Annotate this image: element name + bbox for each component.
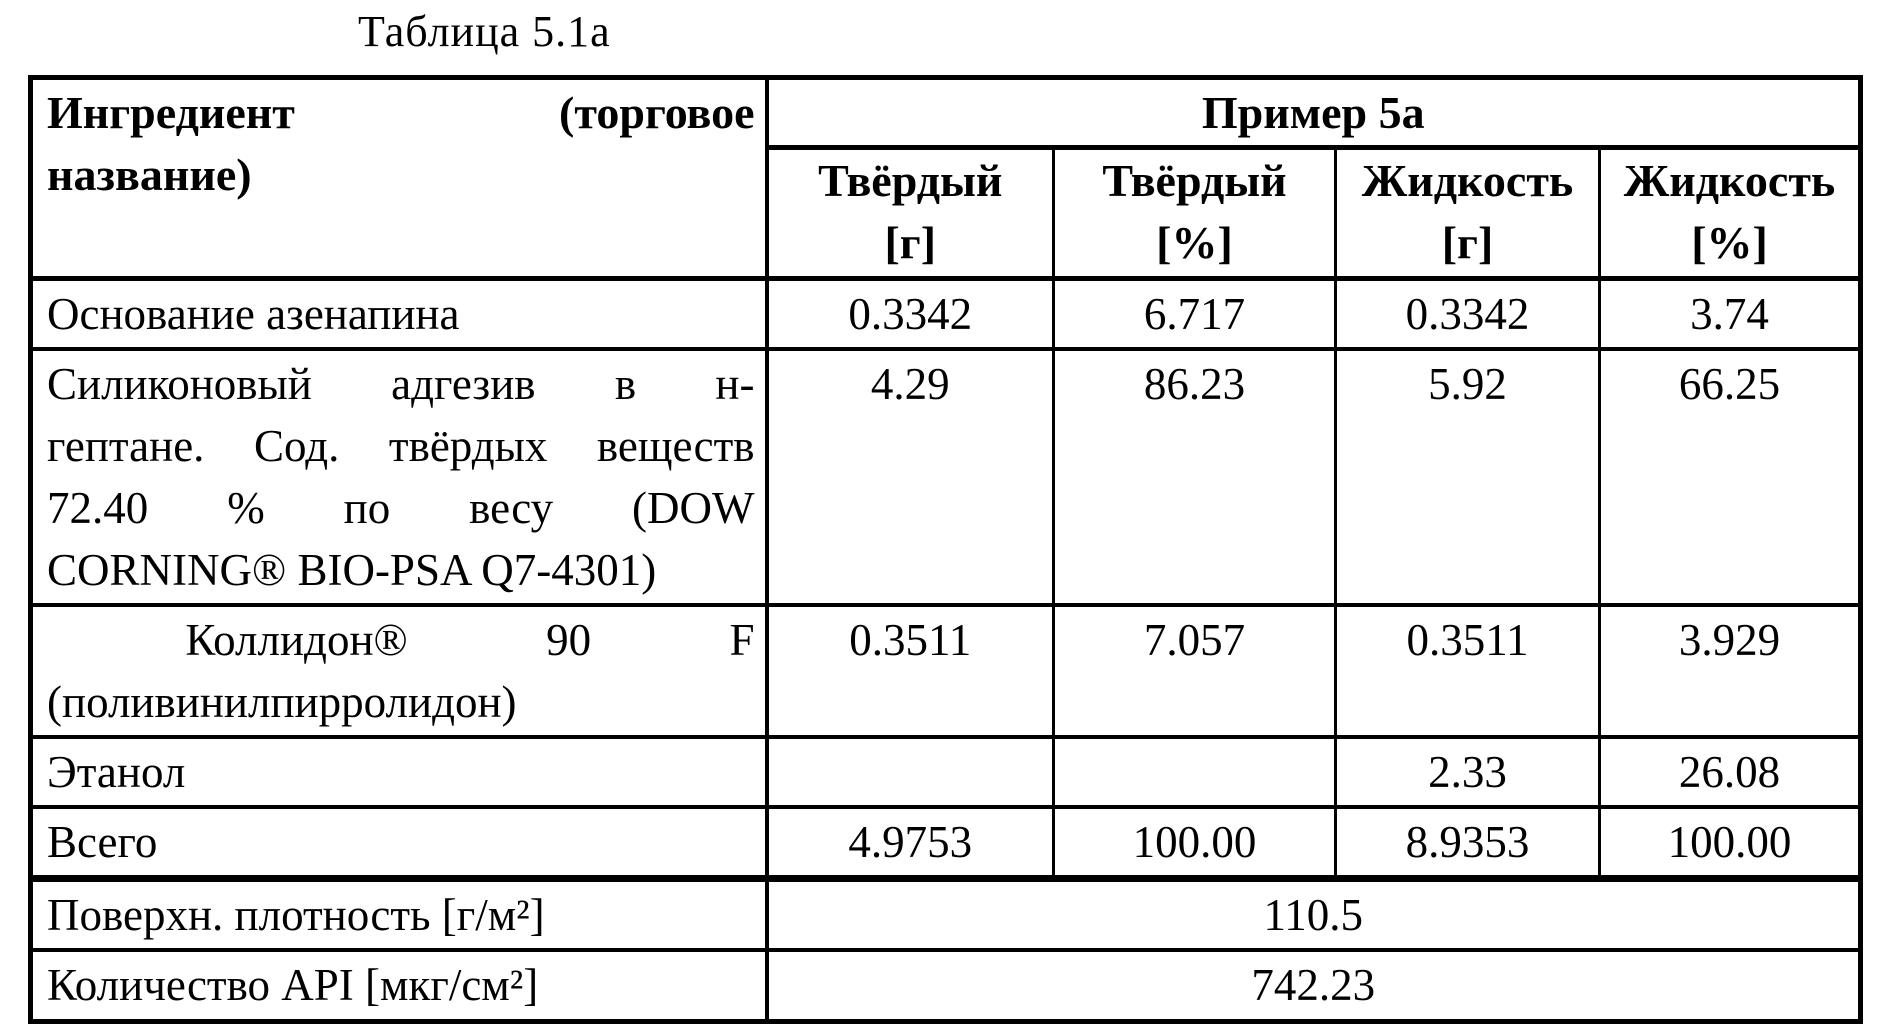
col-header-name: Твёрдый xyxy=(1102,155,1287,206)
col-header-solid-pct: Твёрдый [%] xyxy=(1052,146,1337,281)
col-header-name: Жидкость xyxy=(1361,155,1574,206)
value-liquid-g: 8.9353 xyxy=(1334,805,1601,881)
value-liquid-g: 0.3511 xyxy=(1334,603,1601,739)
ingredient-column-header: Ингредиент (торговое название) xyxy=(29,76,769,281)
col-header-solid-g: Твёрдый [г] xyxy=(765,146,1055,281)
api-amount-label: Количество API [мкг/см²] xyxy=(29,948,769,1023)
value-solid-g: 0.3342 xyxy=(765,277,1055,351)
total-label: Всего xyxy=(29,805,769,881)
col-header-unit: [%] xyxy=(1156,217,1233,268)
surface-density-value: 110.5 xyxy=(764,875,1863,952)
value-liquid-g: 5.92 xyxy=(1334,347,1601,607)
value-solid-g: 4.9753 xyxy=(765,805,1055,881)
col-header-liquid-pct: Жидкость [%] xyxy=(1597,146,1863,281)
value-liquid-g: 2.33 xyxy=(1334,735,1601,809)
value-solid-g: 4.29 xyxy=(765,347,1055,607)
example-group-header: Пример 5а xyxy=(764,76,1863,150)
ingredients-table: Ингредиент (торговое название) Пример 5а … xyxy=(28,75,1864,1024)
surface-density-label: Поверхн. плотность [г/м²] xyxy=(29,875,769,952)
value-solid-pct: 7.057 xyxy=(1052,603,1337,739)
table-row-silicone-adhesive: Силиконовый адгезив в н-гептане. Сод. тв… xyxy=(29,347,1863,607)
value-solid-g: 0.3511 xyxy=(765,603,1055,739)
value-liquid-g: 0.3342 xyxy=(1334,277,1601,351)
col-header-name: Жидкость xyxy=(1623,155,1836,206)
table-row-surface-density: Поверхн. плотность [г/м²] 110.5 xyxy=(29,875,1863,952)
ingredient-label: Коллидон® 90 F (поливинилпирролидон) xyxy=(29,603,769,739)
page-title: Таблица 5.1a xyxy=(358,7,611,56)
ingredient-label: Силиконовый адгезив в н-гептане. Сод. тв… xyxy=(29,347,769,607)
api-amount-value: 742.23 xyxy=(764,948,1863,1023)
table-row-total: Всего 4.9753 100.00 8.9353 100.00 xyxy=(29,805,1863,881)
table-row-api-amount: Количество API [мкг/см²] 742.23 xyxy=(29,948,1863,1023)
ingredient-label: Основание азенапина xyxy=(29,277,769,351)
col-header-unit: [%] xyxy=(1691,217,1768,268)
value-liquid-pct: 3.929 xyxy=(1597,603,1863,739)
col-header-unit: [г] xyxy=(1441,217,1494,268)
value-solid-g xyxy=(765,735,1055,809)
value-liquid-pct: 26.08 xyxy=(1597,735,1863,809)
value-solid-pct: 100.00 xyxy=(1052,805,1337,881)
value-solid-pct xyxy=(1052,735,1337,809)
value-liquid-pct: 100.00 xyxy=(1597,805,1863,881)
col-header-unit: [г] xyxy=(884,217,937,268)
table-row-ethanol: Этанол 2.33 26.08 xyxy=(29,735,1863,809)
ingredient-label: Этанол xyxy=(29,735,769,809)
col-header-liquid-g: Жидкость [г] xyxy=(1334,146,1601,281)
value-solid-pct: 86.23 xyxy=(1052,347,1337,607)
value-liquid-pct: 66.25 xyxy=(1597,347,1863,607)
table-row-azenapine-base: Основание азенапина 0.3342 6.717 0.3342 … xyxy=(29,277,1863,351)
table-row-kollidon: Коллидон® 90 F (поливинилпирролидон) 0.35… xyxy=(29,603,1863,739)
col-header-name: Твёрдый xyxy=(818,155,1003,206)
value-liquid-pct: 3.74 xyxy=(1597,277,1863,351)
value-solid-pct: 6.717 xyxy=(1052,277,1337,351)
